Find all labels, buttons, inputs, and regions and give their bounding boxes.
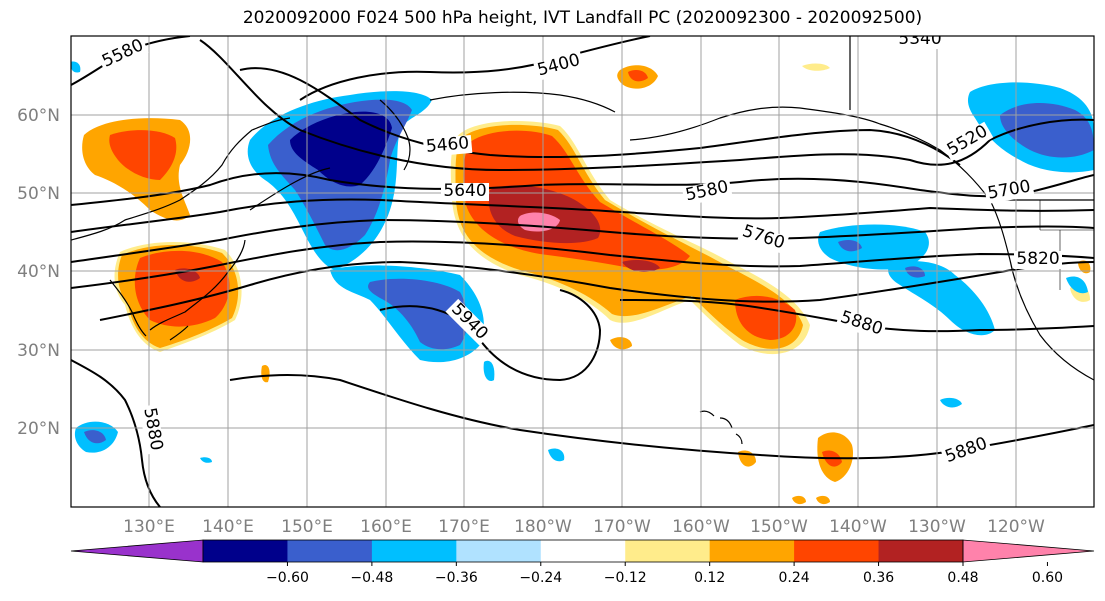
colorbar-tick-label: −0.24 bbox=[519, 570, 562, 586]
contour-label: 5460 bbox=[425, 133, 470, 157]
colorbar-swatch bbox=[456, 540, 542, 562]
contour-label: 5820 bbox=[1016, 249, 1059, 269]
colorbar: −0.60 −0.48 −0.36 −0.24 −0.12 0.12 0.24 0.36 0.4… bbox=[70, 539, 1095, 586]
small-orange-8 bbox=[1078, 260, 1091, 274]
colorbar-swatch bbox=[625, 540, 711, 562]
colorbar-swatch bbox=[371, 540, 457, 562]
colorbar-tick-label: 0.12 bbox=[694, 570, 725, 586]
lon-label: 140°E bbox=[202, 517, 254, 537]
colorbar-swatch bbox=[709, 540, 795, 562]
okhotsk-navy bbox=[290, 111, 392, 187]
kurils bbox=[249, 167, 331, 211]
lon-label: 130°W bbox=[908, 517, 966, 537]
colorbar-ticks: −0.60 −0.48 −0.36 −0.24 −0.12 0.12 0.24 0.36 0.4… bbox=[266, 562, 1063, 586]
hawaii-orange-3 bbox=[610, 337, 632, 350]
small-cyan-3 bbox=[548, 448, 565, 462]
contour-5520 bbox=[199, 39, 1094, 172]
small-orange-4 bbox=[261, 364, 270, 383]
small-orange-5 bbox=[792, 495, 806, 505]
longitude-labels: 130°E 140°E 150°E 160°E 170°E 180°W 170°… bbox=[123, 517, 1045, 537]
lat-label-40: 40°N bbox=[17, 262, 60, 282]
midpac-blue bbox=[368, 278, 468, 350]
contour-5760 bbox=[71, 240, 1094, 289]
siberia-red bbox=[109, 130, 177, 180]
lat-label-50: 50°N bbox=[17, 184, 60, 204]
japan-coast bbox=[149, 239, 246, 341]
colorbar-extend-low bbox=[70, 539, 204, 563]
korea-coast bbox=[109, 279, 147, 337]
colorbar-tick-label: −0.48 bbox=[350, 570, 393, 586]
contour-5580-pacific bbox=[71, 172, 1094, 206]
latitude-labels: 60°N 50°N 40°N 30°N 20°N bbox=[17, 106, 60, 439]
aleutians bbox=[429, 91, 616, 113]
contour-5880-west bbox=[71, 359, 161, 507]
small-cyan-4 bbox=[1066, 276, 1088, 294]
lon-label: 160°E bbox=[360, 517, 412, 537]
contour-5700 bbox=[71, 218, 1094, 263]
map-title: 2020092000 F024 500 hPa height, IVT Land… bbox=[242, 8, 923, 28]
lon-label: 150°W bbox=[750, 517, 808, 537]
na-coast bbox=[989, 199, 1094, 381]
colorbar-frame bbox=[202, 539, 964, 563]
asia-coast bbox=[71, 117, 291, 241]
lon-label: 170°W bbox=[593, 517, 651, 537]
small-orange-6 bbox=[816, 495, 830, 505]
alaska-yellow bbox=[802, 63, 830, 71]
colorbar-tick-label: 0.60 bbox=[1032, 570, 1063, 586]
contour-labels: 5580 5400 5340 5460 5520 5640 5580 5700 … bbox=[97, 29, 1062, 468]
contour-5400 bbox=[299, 36, 651, 101]
contour-5820 bbox=[99, 260, 1094, 321]
small-cyan-2 bbox=[940, 397, 962, 408]
colorbar-swatch bbox=[540, 540, 626, 562]
lat-label-60: 60°N bbox=[17, 106, 60, 126]
lat-label-20: 20°N bbox=[17, 419, 60, 439]
eastpac-blue-2 bbox=[905, 266, 925, 278]
pacific-plume-darkred-2 bbox=[622, 260, 660, 272]
west-blue bbox=[84, 430, 106, 444]
graticule bbox=[71, 36, 1094, 507]
lon-label: 150°E bbox=[281, 517, 333, 537]
lon-label: 180°W bbox=[514, 517, 572, 537]
small-cyan-1 bbox=[483, 360, 495, 382]
lon-label: 170°E bbox=[438, 517, 490, 537]
lat-label-30: 30°N bbox=[17, 341, 60, 361]
colorbar-tick-label: −0.12 bbox=[604, 570, 647, 586]
alaska-coast bbox=[629, 106, 991, 201]
colorbar-extend-high bbox=[962, 539, 1095, 563]
colorbar-swatches bbox=[70, 539, 1095, 563]
contour-label: 5340 bbox=[898, 29, 941, 49]
colorbar-tick-label: 0.48 bbox=[947, 570, 978, 586]
contour-5640 bbox=[71, 198, 1094, 233]
lon-label: 140°W bbox=[829, 517, 887, 537]
lon-label: 120°W bbox=[987, 517, 1045, 537]
alaska-red bbox=[628, 70, 648, 82]
small-cyan-6 bbox=[200, 457, 212, 463]
ivt-shading: 5580 5400 5340 5460 5520 5640 5580 5700 … bbox=[71, 29, 1094, 507]
colorbar-swatch bbox=[287, 540, 373, 562]
small-cyan-5 bbox=[71, 61, 81, 73]
eastpac-cyan-2 bbox=[888, 261, 995, 336]
lon-label: 130°E bbox=[123, 517, 175, 537]
colorbar-tick-label: 0.36 bbox=[863, 570, 894, 586]
colorbar-tick-label: −0.60 bbox=[266, 570, 309, 586]
alaska-blue bbox=[1000, 103, 1094, 158]
colorbar-tick-label: 0.24 bbox=[779, 570, 810, 586]
colorbar-swatch bbox=[203, 540, 288, 562]
contour-label: 5640 bbox=[443, 181, 486, 201]
map-plot-area: 5580 5400 5340 5460 5520 5640 5580 5700 … bbox=[70, 29, 1095, 508]
map-frame bbox=[70, 35, 1095, 508]
colorbar-tick-label: −0.36 bbox=[435, 570, 478, 586]
colorbar-swatch bbox=[794, 540, 880, 562]
eastpac-blue bbox=[838, 240, 862, 252]
colorbar-swatch bbox=[878, 540, 964, 562]
lon-label: 160°W bbox=[672, 517, 730, 537]
coastlines bbox=[71, 36, 1094, 445]
